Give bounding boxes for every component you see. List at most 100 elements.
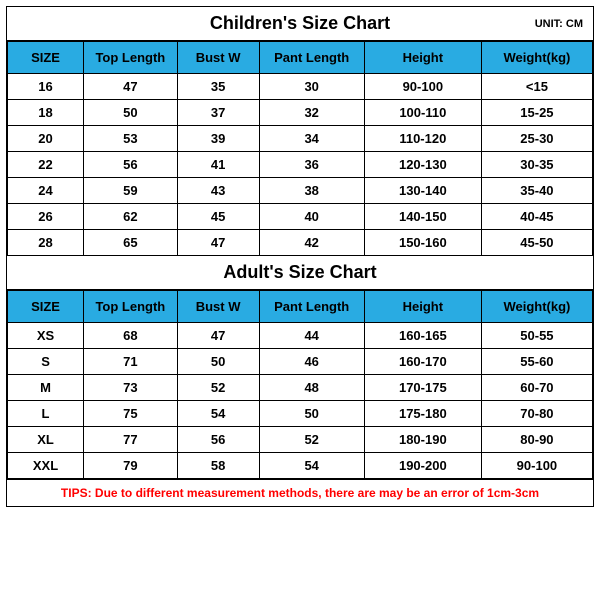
table-cell: 70-80 <box>481 401 592 427</box>
table-cell: 150-160 <box>364 230 481 256</box>
table-cell: 55-60 <box>481 349 592 375</box>
table-cell: S <box>8 349 84 375</box>
column-header: Pant Length <box>259 42 364 74</box>
table-cell: 50 <box>177 349 259 375</box>
table-row: XXL795854190-20090-100 <box>8 453 593 479</box>
table-cell: 44 <box>259 323 364 349</box>
table-cell: 47 <box>177 230 259 256</box>
table-cell: XS <box>8 323 84 349</box>
table-cell: XL <box>8 427 84 453</box>
table-cell: 80-90 <box>481 427 592 453</box>
table-cell: 90-100 <box>481 453 592 479</box>
table-cell: 22 <box>8 152 84 178</box>
table-cell: 120-130 <box>364 152 481 178</box>
table-cell: 50-55 <box>481 323 592 349</box>
table-cell: 54 <box>177 401 259 427</box>
table-cell: 26 <box>8 204 84 230</box>
adult-table: SIZETop LengthBust WPant LengthHeightWei… <box>7 290 593 479</box>
table-cell: <15 <box>481 74 592 100</box>
table-row: S715046160-17055-60 <box>8 349 593 375</box>
tips-text: TIPS: Due to different measurement metho… <box>7 479 593 506</box>
table-cell: 34 <box>259 126 364 152</box>
table-row: 28654742150-16045-50 <box>8 230 593 256</box>
table-cell: 59 <box>84 178 178 204</box>
table-cell: 24 <box>8 178 84 204</box>
column-header: Weight(kg) <box>481 42 592 74</box>
table-cell: 36 <box>259 152 364 178</box>
table-cell: 90-100 <box>364 74 481 100</box>
table-cell: 16 <box>8 74 84 100</box>
column-header: Height <box>364 291 481 323</box>
table-cell: 35-40 <box>481 178 592 204</box>
table-cell: 45-50 <box>481 230 592 256</box>
table-cell: L <box>8 401 84 427</box>
table-cell: 20 <box>8 126 84 152</box>
table-row: 1647353090-100<15 <box>8 74 593 100</box>
table-cell: 140-150 <box>364 204 481 230</box>
table-cell: 160-170 <box>364 349 481 375</box>
table-cell: 58 <box>177 453 259 479</box>
table-cell: 48 <box>259 375 364 401</box>
children-title-row: Children's Size Chart UNIT: CM <box>7 7 593 41</box>
table-cell: 56 <box>177 427 259 453</box>
table-cell: 46 <box>259 349 364 375</box>
table-cell: 47 <box>84 74 178 100</box>
table-row: 18503732100-11015-25 <box>8 100 593 126</box>
table-cell: 56 <box>84 152 178 178</box>
column-header: Top Length <box>84 291 178 323</box>
column-header: Weight(kg) <box>481 291 592 323</box>
column-header: Bust W <box>177 291 259 323</box>
table-cell: 40 <box>259 204 364 230</box>
children-title: Children's Size Chart <box>210 13 390 33</box>
table-cell: 45 <box>177 204 259 230</box>
table-cell: 28 <box>8 230 84 256</box>
adult-body: XS684744160-16550-55S715046160-17055-60M… <box>8 323 593 479</box>
table-cell: 39 <box>177 126 259 152</box>
table-row: L755450175-18070-80 <box>8 401 593 427</box>
table-cell: 40-45 <box>481 204 592 230</box>
children-table: SIZETop LengthBust WPant LengthHeightWei… <box>7 41 593 256</box>
table-cell: 42 <box>259 230 364 256</box>
table-cell: 15-25 <box>481 100 592 126</box>
table-cell: 38 <box>259 178 364 204</box>
table-cell: 52 <box>259 427 364 453</box>
table-cell: 54 <box>259 453 364 479</box>
table-row: 22564136120-13030-35 <box>8 152 593 178</box>
table-cell: XXL <box>8 453 84 479</box>
table-row: 26624540140-15040-45 <box>8 204 593 230</box>
table-cell: 77 <box>84 427 178 453</box>
table-cell: 30 <box>259 74 364 100</box>
table-cell: 190-200 <box>364 453 481 479</box>
table-cell: 160-165 <box>364 323 481 349</box>
table-cell: 130-140 <box>364 178 481 204</box>
table-row: M735248170-17560-70 <box>8 375 593 401</box>
column-header: SIZE <box>8 42 84 74</box>
children-header-row: SIZETop LengthBust WPant LengthHeightWei… <box>8 42 593 74</box>
column-header: Height <box>364 42 481 74</box>
table-cell: 37 <box>177 100 259 126</box>
table-row: XS684744160-16550-55 <box>8 323 593 349</box>
table-cell: 32 <box>259 100 364 126</box>
adult-title-row: Adult's Size Chart <box>7 256 593 290</box>
table-cell: 50 <box>259 401 364 427</box>
table-cell: 68 <box>84 323 178 349</box>
table-cell: 71 <box>84 349 178 375</box>
table-cell: 43 <box>177 178 259 204</box>
column-header: Bust W <box>177 42 259 74</box>
table-cell: 30-35 <box>481 152 592 178</box>
table-cell: 65 <box>84 230 178 256</box>
adult-header-row: SIZETop LengthBust WPant LengthHeightWei… <box>8 291 593 323</box>
table-cell: 110-120 <box>364 126 481 152</box>
table-cell: 25-30 <box>481 126 592 152</box>
table-cell: 62 <box>84 204 178 230</box>
column-header: SIZE <box>8 291 84 323</box>
table-row: 24594338130-14035-40 <box>8 178 593 204</box>
table-cell: 41 <box>177 152 259 178</box>
table-cell: 53 <box>84 126 178 152</box>
table-cell: M <box>8 375 84 401</box>
table-cell: 100-110 <box>364 100 481 126</box>
column-header: Top Length <box>84 42 178 74</box>
table-cell: 170-175 <box>364 375 481 401</box>
table-cell: 60-70 <box>481 375 592 401</box>
children-body: 1647353090-100<1518503732100-11015-25205… <box>8 74 593 256</box>
